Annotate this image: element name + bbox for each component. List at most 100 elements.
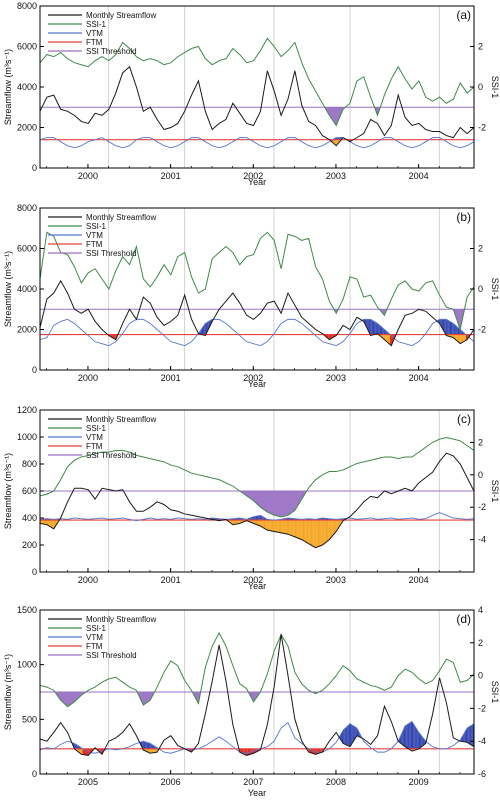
vtm-deficit-area xyxy=(378,324,380,335)
ftm-deficit-area xyxy=(235,520,237,525)
vtm-deficit-area xyxy=(376,322,378,334)
panel-label: (b) xyxy=(456,210,471,224)
ftm-deficit-area xyxy=(276,520,278,533)
streamflow-line xyxy=(39,279,475,347)
vtm-deficit-area xyxy=(452,322,454,335)
ftm-deficit-area xyxy=(278,520,280,533)
y-left-tick-label: 1200 xyxy=(17,405,37,415)
vtm-deficit-area xyxy=(407,723,409,749)
ftm-deficit-area xyxy=(301,520,303,541)
x-tick-label: 2006 xyxy=(161,777,181,787)
vtm-deficit-area xyxy=(345,726,347,746)
x-tick-label: 2004 xyxy=(409,373,429,383)
ssi-deficit-area-0 xyxy=(54,692,86,707)
ftm-deficit-area xyxy=(462,334,464,343)
ftm-deficit-area xyxy=(306,520,308,543)
ftm-deficit-area xyxy=(277,520,279,533)
ftm-deficit-area xyxy=(387,334,390,344)
ftm-deficit-area xyxy=(287,520,290,535)
ftm-deficit-area xyxy=(308,748,310,753)
vtm-deficit-area xyxy=(147,742,150,749)
y-left-tick-label: 8000 xyxy=(17,203,37,213)
vtm-deficit-area xyxy=(370,319,372,335)
ftm-deficit-area xyxy=(320,520,322,546)
ftm-deficit-area xyxy=(152,748,154,753)
y-right-tick-label: -4 xyxy=(478,736,486,746)
ftm-deficit-area xyxy=(321,748,323,753)
x-tick-label: 2000 xyxy=(78,575,98,585)
ftm-deficit-area xyxy=(318,520,321,547)
ftm-deficit-area xyxy=(322,520,324,545)
ftm-deficit-area xyxy=(42,520,44,525)
vtm-deficit-area xyxy=(422,736,424,747)
ftm-deficit-area xyxy=(331,520,333,537)
x-axis-title: Year xyxy=(248,379,266,389)
ftm-deficit-area xyxy=(297,520,299,539)
legend-label: SSI-1 xyxy=(86,222,107,231)
y-right-tick-label: 0 xyxy=(478,470,483,480)
legend-label: SSI Threshold xyxy=(86,47,137,56)
vtm-deficit-area xyxy=(379,325,381,335)
ftm-deficit-area xyxy=(258,520,260,526)
ftm-deficit-area xyxy=(292,520,294,537)
vtm-deficit-area xyxy=(454,324,456,335)
ftm-deficit-area xyxy=(51,520,53,529)
vtm-deficit-area xyxy=(343,729,345,744)
legend-label: Monthly Streamflow xyxy=(86,615,156,624)
ftm-deficit-area xyxy=(85,750,88,756)
y-left-tick-label: 0 xyxy=(32,567,37,577)
vtm-deficit-area xyxy=(344,728,346,745)
x-tick-label: 2001 xyxy=(161,373,181,383)
ftm-deficit-area xyxy=(335,139,337,146)
ftm-deficit-area xyxy=(262,520,264,529)
vtm-deficit-area xyxy=(457,327,460,335)
legend-label: Monthly Streamflow xyxy=(86,11,156,20)
vtm-deficit-area xyxy=(418,732,421,749)
ftm-deficit-area xyxy=(48,520,50,527)
ftm-deficit-area xyxy=(151,748,153,754)
ftm-deficit-area xyxy=(337,520,339,530)
y-left-tick-label: 6000 xyxy=(17,42,37,52)
vtm-deficit-area xyxy=(401,731,403,745)
vtm-deficit-area xyxy=(380,326,383,335)
ftm-deficit-area xyxy=(325,520,328,543)
y-left-tick-label: 0 xyxy=(32,365,37,375)
vtm-deficit-area xyxy=(253,516,255,521)
x-tick-label: 2007 xyxy=(243,777,263,787)
ftm-deficit-area xyxy=(255,520,257,525)
y-right-tick-label: 2 xyxy=(478,42,483,52)
ssi-line xyxy=(39,37,475,127)
vtm-deficit-area xyxy=(441,319,443,330)
vtm-deficit-area xyxy=(259,515,261,521)
x-tick-label: 2001 xyxy=(161,575,181,585)
ftm-deficit-area xyxy=(309,520,311,545)
y-left-tick-label: 600 xyxy=(22,486,37,496)
ftm-deficit-area xyxy=(316,520,318,548)
x-axis-title: Year xyxy=(248,177,266,187)
ssi-deficit-area-0 xyxy=(324,107,346,126)
ftm-deficit-area xyxy=(49,520,51,527)
ftm-deficit-area xyxy=(275,520,277,532)
ftm-deficit-area xyxy=(307,520,309,544)
legend-label: FTM xyxy=(86,442,103,451)
ftm-deficit-area xyxy=(455,334,457,341)
ftm-deficit-area xyxy=(386,334,388,343)
vtm-deficit-area xyxy=(255,515,257,521)
y-left-tick-label: 1500 xyxy=(17,605,37,615)
ssi-deficit-area-3 xyxy=(248,692,261,702)
y-left-axis-title: Streamflow (m³s⁻¹) xyxy=(3,251,13,327)
legend-label: FTM xyxy=(86,240,103,249)
y-right-tick-label: -2 xyxy=(478,325,486,335)
panel-a: 2000 2001 2002 2003 2004 0 2000 4000 6000 8000 -2 0… xyxy=(3,1,500,187)
vtm-deficit-area xyxy=(469,725,471,745)
vtm-deficit-area xyxy=(417,730,419,749)
vtm-deficit-area xyxy=(411,721,414,749)
legend-label: VTM xyxy=(86,433,103,442)
vtm-deficit-area xyxy=(74,743,76,749)
vtm-deficit-area xyxy=(421,735,423,748)
ftm-deficit-area xyxy=(290,520,292,536)
ftm-deficit-area xyxy=(265,520,267,530)
ssi-deficit-area-1 xyxy=(374,107,381,116)
vtm-deficit-area xyxy=(413,723,415,749)
ftm-deficit-area xyxy=(330,334,332,339)
